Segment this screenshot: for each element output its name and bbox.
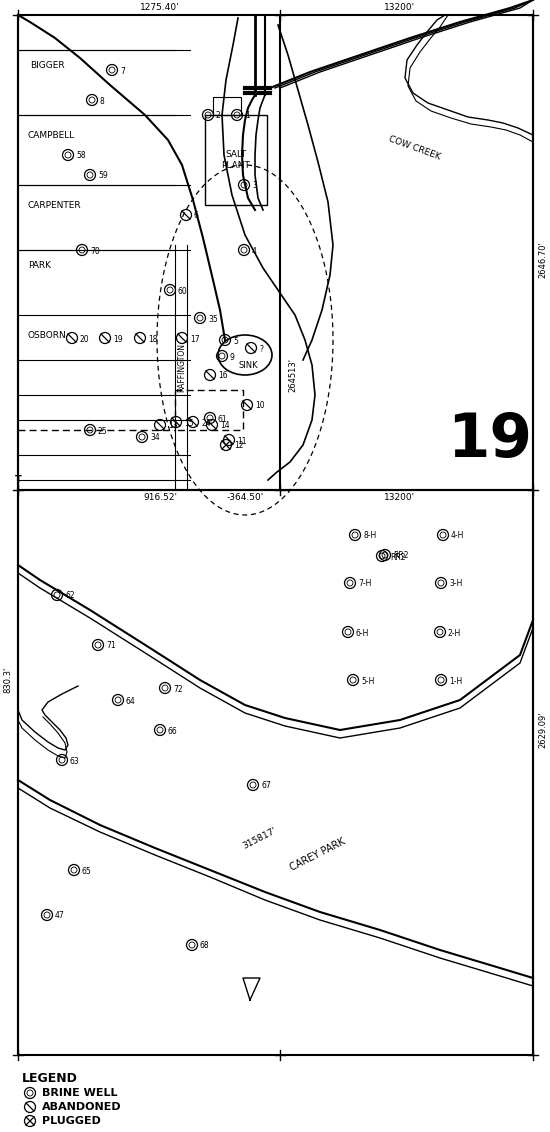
Text: 24: 24 [201,419,211,428]
Text: 67: 67 [261,781,271,790]
Text: 19: 19 [448,411,532,470]
Text: 13200': 13200' [384,3,416,12]
Text: 65: 65 [82,866,92,875]
Text: 9: 9 [230,352,235,361]
Text: 19: 19 [113,334,123,343]
Text: 59: 59 [98,172,108,180]
Text: CARPENTER: CARPENTER [28,200,81,209]
Text: 60: 60 [178,286,188,295]
Text: RAFFINGTON: RAFFINGTON [178,343,186,393]
Text: 17: 17 [190,334,200,343]
Bar [213,97,241,115]
Text: 15: 15 [184,419,194,428]
Text: 25: 25 [98,427,108,436]
Text: 916.52': 916.52' [143,492,177,501]
Text: 1275.40': 1275.40' [140,3,180,12]
Text: 5: 5 [233,336,238,345]
Text: 2: 2 [216,111,221,120]
Text: 13200': 13200' [384,492,416,501]
Text: 63: 63 [70,756,80,765]
Text: 20: 20 [80,334,90,343]
Text: 16: 16 [218,371,228,380]
Text: CAMPBELL: CAMPBELL [28,130,75,139]
Text: 5-H: 5-H [361,677,375,686]
Text: 64: 64 [126,696,136,705]
Text: 4-H: 4-H [451,532,464,540]
Text: T: T [15,475,21,484]
Text: 6-H: 6-H [356,628,370,637]
Text: SALT
PLANT: SALT PLANT [222,151,250,170]
Text: 10: 10 [255,402,265,411]
Text: 8: 8 [100,96,104,105]
Text: PARK: PARK [28,260,51,269]
Text: 68: 68 [200,942,210,951]
Text: 61: 61 [218,414,228,423]
Text: 34: 34 [150,434,159,443]
Text: 264513': 264513' [289,358,298,392]
Text: 8-H: 8-H [363,532,376,540]
Text: 3: 3 [252,181,257,190]
Text: 830.3': 830.3' [3,667,13,693]
Text: 2646.70': 2646.70' [538,241,547,278]
Text: OSBORN: OSBORN [28,331,67,340]
Text: ABANDONED: ABANDONED [42,1101,122,1112]
Text: ?: ? [259,344,263,353]
Text: 62: 62 [65,592,75,600]
Text: 13: 13 [168,421,178,430]
Text: 71: 71 [106,642,116,651]
Text: 18: 18 [148,334,157,343]
Text: 11: 11 [237,437,246,446]
Text: 315817': 315817' [241,825,278,850]
Text: 47: 47 [55,911,65,920]
Text: 3-H: 3-H [449,580,463,589]
Text: CAREY PARK: CAREY PARK [289,837,347,873]
Text: RR2: RR2 [393,551,409,560]
Text: 4: 4 [252,247,257,256]
Text: 7-H: 7-H [358,580,371,589]
Text: COW CREEK: COW CREEK [388,135,442,162]
Text: SINK: SINK [238,360,258,369]
Text: 70: 70 [90,247,100,256]
Text: 12: 12 [234,441,244,451]
Text: BRINE WELL: BRINE WELL [42,1088,118,1098]
Text: 2-H: 2-H [448,628,461,637]
Text: 14: 14 [220,421,230,430]
Text: 72: 72 [173,685,183,694]
Text: BIGGER: BIGGER [30,60,65,69]
Text: 6: 6 [194,212,199,221]
Text: PLUGGED: PLUGGED [42,1116,101,1126]
Text: 35: 35 [208,315,218,324]
Text: RR2: RR2 [390,552,405,561]
Text: LEGEND: LEGEND [22,1072,78,1084]
Text: 1-H: 1-H [449,677,462,686]
Text: 58: 58 [76,152,86,161]
Text: 2629.09': 2629.09' [538,712,547,748]
Text: -364.50': -364.50' [227,492,263,501]
Text: 66: 66 [168,727,178,736]
Text: 1: 1 [245,111,250,120]
Bar [205,115,267,205]
Text: 7: 7 [120,67,125,76]
